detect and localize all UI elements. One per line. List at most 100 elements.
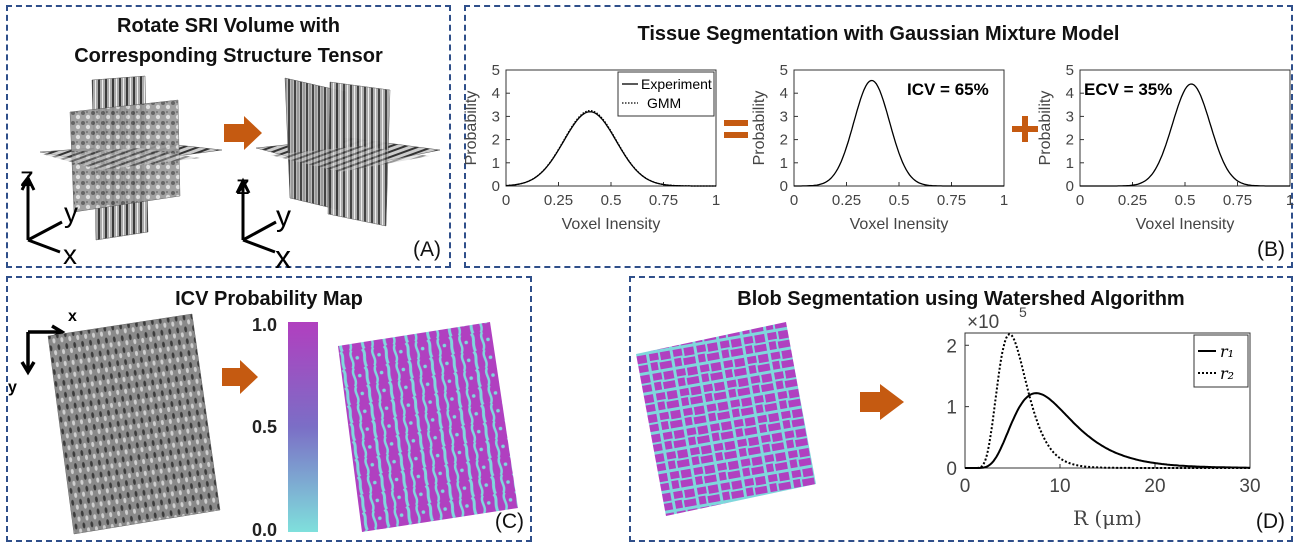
blob-segmentation-map: [636, 322, 816, 516]
y-tick-label: 4: [1066, 85, 1074, 102]
series-line-r₁: [965, 392, 1250, 469]
series-line-1: [1080, 83, 1290, 187]
y-tick-label: 1: [1066, 155, 1074, 172]
y-tick-label: 3: [780, 108, 788, 125]
panel-d-label: (D): [1255, 510, 1285, 533]
colorbar-tick-mid: 0.5: [252, 417, 277, 437]
axis-z-left: z: [20, 161, 34, 192]
arrow-c: [222, 360, 258, 394]
x-axis-label: R (μm): [1073, 506, 1142, 530]
x-tick-label: 0: [790, 192, 798, 209]
panel-c-title: ICV Probability Map: [175, 288, 363, 310]
x-tick-label: 1: [1286, 192, 1294, 209]
y-tick-label: 4: [492, 85, 500, 102]
series-line-1: [794, 79, 1004, 187]
legend-experiment: Experiment: [641, 76, 712, 92]
axis-y-left: y: [64, 197, 78, 228]
x-tick-label: 0: [960, 476, 971, 497]
axis-y-right: y: [276, 200, 291, 233]
x-tick-label: 0.5: [889, 192, 910, 209]
panel-b-label: (B): [1257, 238, 1285, 261]
y-tick-label: 2: [1066, 132, 1074, 149]
series-line-r₂: [965, 333, 1250, 469]
y-tick-label: 5: [1066, 62, 1074, 79]
y-tick-label: 5: [780, 62, 788, 79]
y-tick-label: 3: [1066, 108, 1074, 125]
panel-c-label: (C): [494, 510, 524, 533]
x-tick-label: 0.75: [937, 192, 966, 209]
x-tick-label: 30: [1239, 476, 1260, 497]
x-tick-label: 20: [1144, 476, 1165, 497]
panel-b: Tissue Segmentation with Gaussian Mixtur…: [464, 5, 1293, 268]
sri-slice-image: [47, 313, 221, 535]
y-scale-exponent: ×10: [967, 312, 999, 333]
gmm-plot-3: 0 0.25 0.5 0.75 1 0 1 2 3 4 5 Voxel Inensity Probabi…: [1037, 62, 1294, 233]
legend-r1: r₁: [1220, 342, 1234, 361]
x-tick-label: 0.5: [1175, 192, 1196, 209]
panel-a-label: (A): [413, 238, 441, 261]
y-tick-label: 2: [946, 336, 957, 357]
x-tick-label: 0.75: [649, 192, 678, 209]
legend-box: [617, 71, 715, 117]
y-tick-label: 4: [780, 85, 788, 102]
y-axis-label: Probability: [1037, 91, 1054, 166]
y-axis-label: Probability: [751, 91, 768, 166]
icv-probability-map: [338, 322, 518, 532]
legend-r2: r₂: [1220, 364, 1234, 383]
y-axis-label: Probability: [463, 91, 480, 166]
colorbar: [288, 322, 318, 532]
x-axis-label: Voxel Inensity: [1136, 216, 1235, 233]
plot-frame: [964, 332, 1251, 469]
plus-sign-vertical: [1022, 116, 1028, 142]
gmm-plot-2: 0 0.25 0.5 0.75 1 0 1 2 3 4 5 Voxel Inensity Probabi…: [751, 62, 1008, 233]
panel-a-title-line2: Corresponding Structure Tensor: [74, 45, 383, 67]
arrow-d: [860, 384, 904, 420]
radius-distribution-plot: 0 10 20 30 0 1 2 ×10 5 R (μm) r₁ r₂: [946, 304, 1260, 530]
axis-x-right: x: [275, 239, 291, 275]
axis-x-left: x: [63, 239, 77, 270]
panel-a: Rotate SRI Volume with Corresponding Str…: [6, 5, 451, 268]
x-tick-label: 1: [1000, 192, 1008, 209]
equals-sign-top: [724, 120, 748, 126]
x-tick-label: 0: [1076, 192, 1084, 209]
x-tick-label: 1: [712, 192, 720, 209]
axis-z-right: z: [236, 169, 250, 200]
panel-b-title: Tissue Segmentation with Gaussian Mixtur…: [637, 23, 1120, 45]
equals-sign-bottom: [724, 132, 748, 138]
y-tick-label: 0: [780, 178, 788, 195]
panel-c: ICV Probability Map (C): [6, 276, 532, 542]
axis-y-c: y: [8, 379, 17, 396]
y-tick-label: 0: [1066, 178, 1074, 195]
y-tick-label: 2: [780, 132, 788, 149]
y-tick-label: 1: [492, 155, 500, 172]
x-tick-label: 0.25: [1118, 192, 1147, 209]
sri-volume-rotated: [255, 77, 441, 227]
axis-x-c: x: [68, 308, 77, 325]
x-tick-label: 0.25: [832, 192, 861, 209]
x-tick-label: 10: [1049, 476, 1070, 497]
x-tick-label: 0.25: [544, 192, 573, 209]
axes-triad-right: [235, 177, 277, 254]
colorbar-tick-bottom: 0.0: [252, 520, 277, 540]
x-axis-label: Voxel Inensity: [562, 216, 661, 233]
arrow-a: [224, 116, 262, 150]
sri-volume-original: [39, 75, 223, 241]
panel-a-title-line1: Rotate SRI Volume with: [117, 15, 340, 37]
icv-annotation: ICV = 65%: [907, 80, 989, 99]
y-tick-label: 1: [946, 398, 957, 419]
ecv-annotation: ECV = 35%: [1084, 80, 1172, 99]
y-tick-label: 5: [492, 62, 500, 79]
y-tick-label: 0: [946, 459, 957, 480]
y-tick-label: 3: [492, 108, 500, 125]
panel-d-title: Blob Segmentation using Watershed Algori…: [737, 288, 1185, 310]
x-axis-label: Voxel Inensity: [850, 216, 949, 233]
y-scale-power: 5: [1019, 304, 1027, 320]
axes-triad-left: [20, 174, 63, 254]
legend-gmm: GMM: [647, 95, 681, 111]
panel-d: Blob Segmentation using Watershed Algori…: [629, 276, 1293, 542]
y-tick-label: 1: [780, 155, 788, 172]
